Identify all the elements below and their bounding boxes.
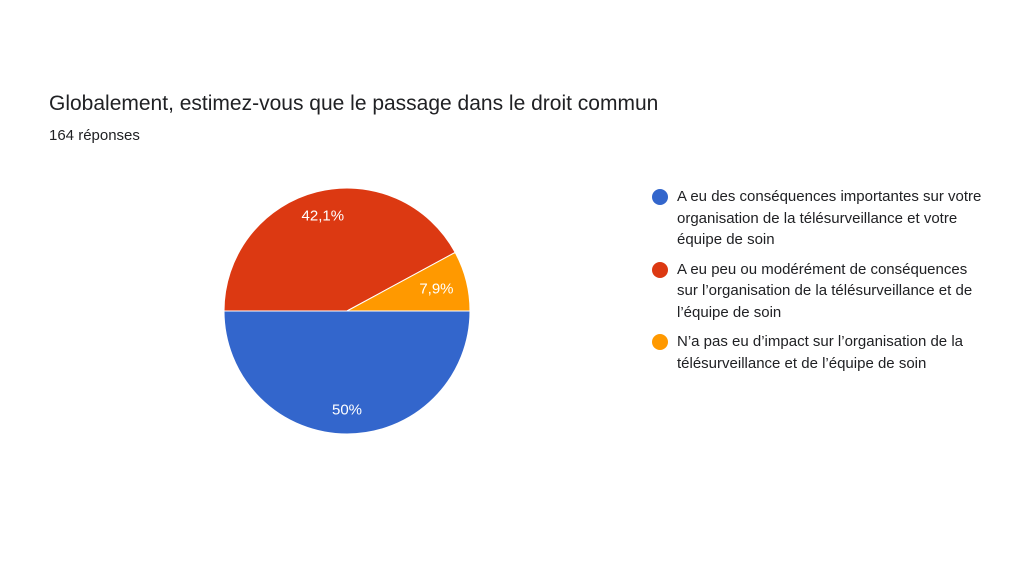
legend-swatch	[652, 189, 668, 205]
legend-label: A eu des conséquences importantes sur vo…	[677, 188, 982, 248]
response-count: 164 réponses	[49, 127, 140, 144]
legend-swatch	[652, 334, 668, 350]
legend-label: N’a pas eu d’impact sur l’organisation d…	[677, 333, 963, 372]
slice-percent-label: 7,9%	[419, 280, 453, 297]
legend-swatch	[652, 261, 668, 278]
pie-slice-major-impact[interactable]	[223, 310, 471, 435]
slice-percent-label: 42,1%	[302, 208, 345, 225]
pie-slice-no-impact[interactable]	[346, 251, 471, 312]
chart-title: Globalement, estimez-vous que le passage…	[49, 92, 659, 115]
legend-label: A eu peu ou modérément de conséquences s…	[677, 260, 973, 321]
legend-item-moderate-impact[interactable]: A eu peu ou modérément de conséquences s…	[652, 259, 992, 324]
legend-item-no-impact[interactable]: N’a pas eu d’impact sur l’organisation d…	[652, 331, 992, 374]
slice-percent-label: 50%	[332, 401, 362, 418]
legend: A eu des conséquences importantes sur vo…	[652, 186, 992, 382]
legend-item-major-impact[interactable]: A eu des conséquences importantes sur vo…	[652, 186, 992, 251]
pie-slice-moderate-impact[interactable]	[223, 187, 456, 312]
